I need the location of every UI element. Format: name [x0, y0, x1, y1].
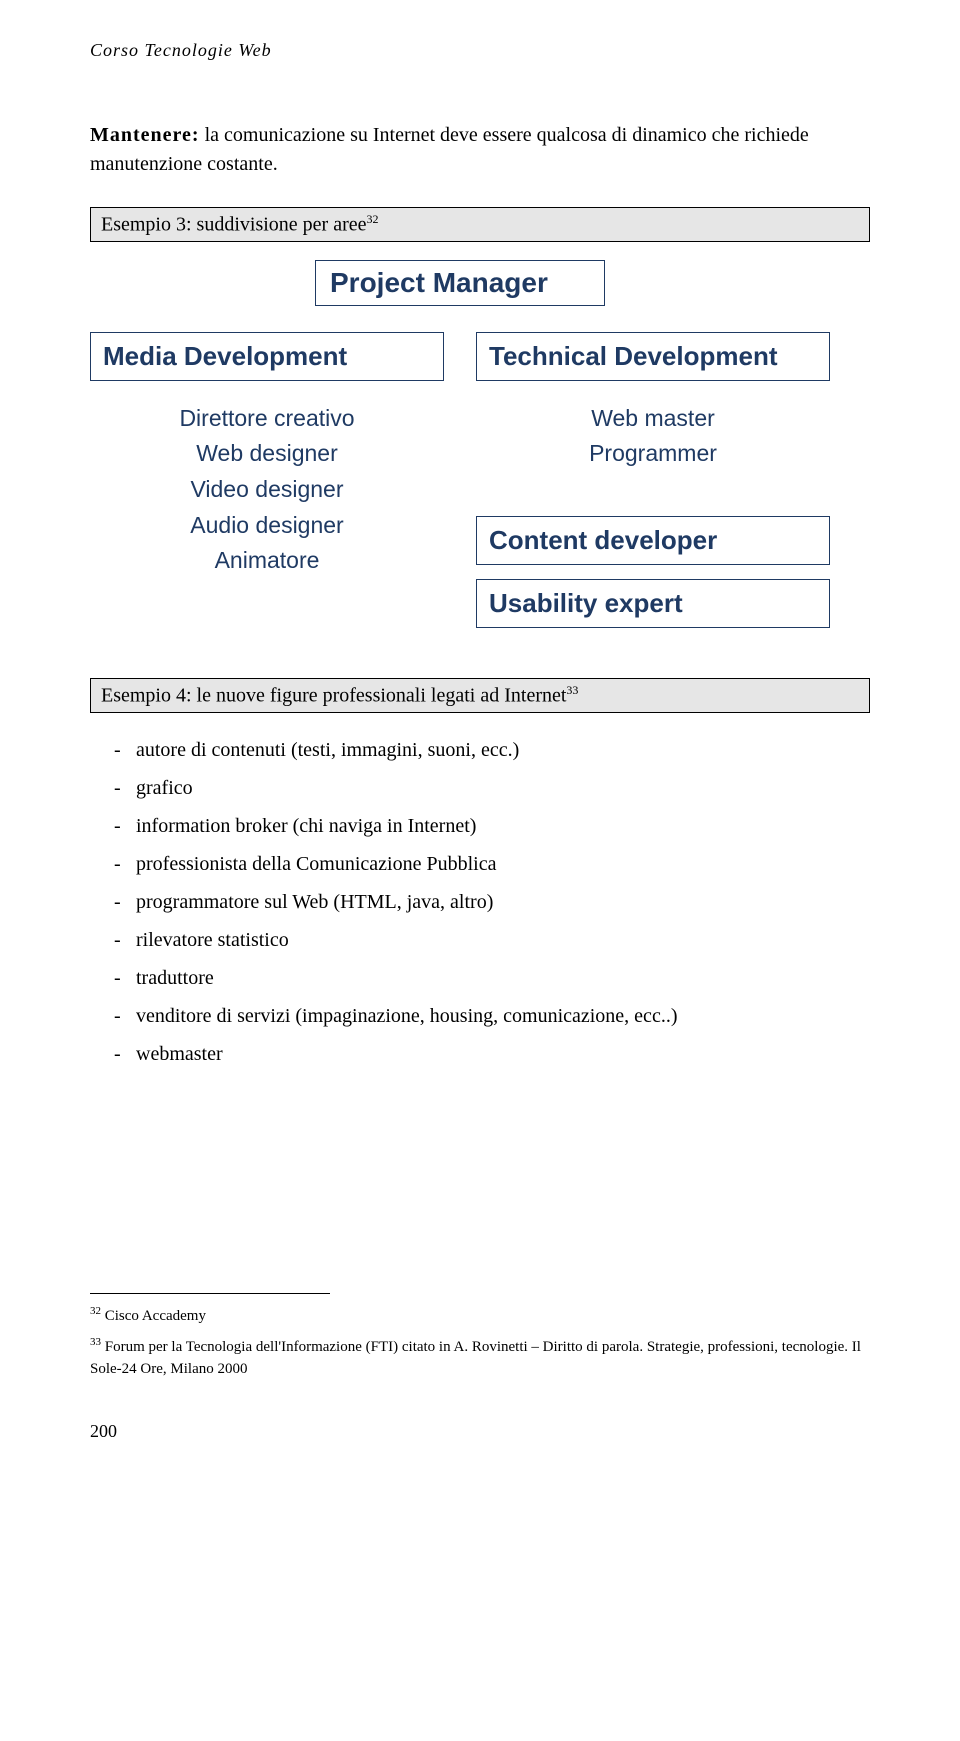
- usability-expert-box: Usability expert: [476, 579, 830, 628]
- dash-icon: -: [90, 769, 136, 807]
- tech-dev-box: Technical Development: [476, 332, 830, 381]
- dash-icon: -: [90, 731, 136, 769]
- list-item: -grafico: [90, 769, 870, 807]
- footnote-number: 32: [90, 1305, 101, 1317]
- project-manager-box: Project Manager: [315, 260, 605, 306]
- list-text: programmatore sul Web (HTML, java, altro…: [136, 883, 493, 921]
- example3-sup: 32: [367, 212, 379, 226]
- footnote-text: Cisco Accademy: [101, 1308, 206, 1324]
- list-text: rilevatore statistico: [136, 921, 289, 959]
- right-column: Technical Development Web master Program…: [476, 332, 830, 628]
- footnote-text: Forum per la Tecnologia dell'Informazion…: [90, 1339, 861, 1377]
- list-text: grafico: [136, 769, 193, 807]
- list-item: -programmatore sul Web (HTML, java, altr…: [90, 883, 870, 921]
- dash-icon: -: [90, 807, 136, 845]
- footnote-33: 33 Forum per la Tecnologia dell'Informaz…: [90, 1335, 870, 1381]
- example4-sup: 33: [566, 683, 578, 697]
- role-item: Programmer: [480, 436, 826, 472]
- running-header: Corso Tecnologie Web: [90, 40, 870, 61]
- pm-row: Project Manager: [90, 260, 830, 306]
- role-item: Animatore: [94, 543, 440, 579]
- list-text: traduttore: [136, 959, 214, 997]
- footnote-number: 33: [90, 1336, 101, 1348]
- list-text: webmaster: [136, 1035, 223, 1073]
- media-roles: Direttore creativo Web designer Video de…: [90, 381, 444, 599]
- role-item: Audio designer: [94, 508, 440, 544]
- dash-icon: -: [90, 959, 136, 997]
- footnote-32: 32 Cisco Accademy: [90, 1304, 870, 1328]
- list-text: venditore di servizi (impaginazione, hou…: [136, 997, 677, 1035]
- list-item: -venditore di servizi (impaginazione, ho…: [90, 997, 870, 1035]
- diagram-columns: Media Development Direttore creativo Web…: [90, 332, 830, 628]
- dash-icon: -: [90, 1035, 136, 1073]
- dash-icon: -: [90, 997, 136, 1035]
- dash-icon: -: [90, 845, 136, 883]
- list-text: autore di contenuti (testi, immagini, su…: [136, 731, 519, 769]
- list-text: information broker (chi naviga in Intern…: [136, 807, 476, 845]
- role-item: Web master: [480, 401, 826, 437]
- list-item: -rilevatore statistico: [90, 921, 870, 959]
- tech-roles: Web master Programmer: [476, 381, 830, 502]
- example3-banner: Esempio 3: suddivisione per aree32: [90, 207, 870, 242]
- role-item: Video designer: [94, 472, 440, 508]
- example3-text: Esempio 3: suddivisione per aree: [101, 214, 367, 236]
- paragraph-mantenere: Mantenere: la comunicazione su Internet …: [90, 121, 870, 179]
- footnote-separator: [90, 1293, 330, 1294]
- professions-list: -autore di contenuti (testi, immagini, s…: [90, 731, 870, 1073]
- role-item: Direttore creativo: [94, 401, 440, 437]
- list-item: -traduttore: [90, 959, 870, 997]
- role-item: Web designer: [94, 436, 440, 472]
- content-developer-box: Content developer: [476, 516, 830, 565]
- left-column: Media Development Direttore creativo Web…: [90, 332, 444, 599]
- example4-banner: Esempio 4: le nuove figure professionali…: [90, 678, 870, 713]
- dash-icon: -: [90, 883, 136, 921]
- list-item: -autore di contenuti (testi, immagini, s…: [90, 731, 870, 769]
- list-text: professionista della Comunicazione Pubbl…: [136, 845, 496, 883]
- example4-text: Esempio 4: le nuove figure professionali…: [101, 685, 566, 707]
- lead-word: Mantenere:: [90, 124, 200, 146]
- org-diagram: Project Manager Media Development Dirett…: [90, 260, 830, 628]
- list-item: -webmaster: [90, 1035, 870, 1073]
- dash-icon: -: [90, 921, 136, 959]
- media-dev-box: Media Development: [90, 332, 444, 381]
- list-item: -professionista della Comunicazione Pubb…: [90, 845, 870, 883]
- list-item: -information broker (chi naviga in Inter…: [90, 807, 870, 845]
- page-number: 200: [90, 1421, 870, 1442]
